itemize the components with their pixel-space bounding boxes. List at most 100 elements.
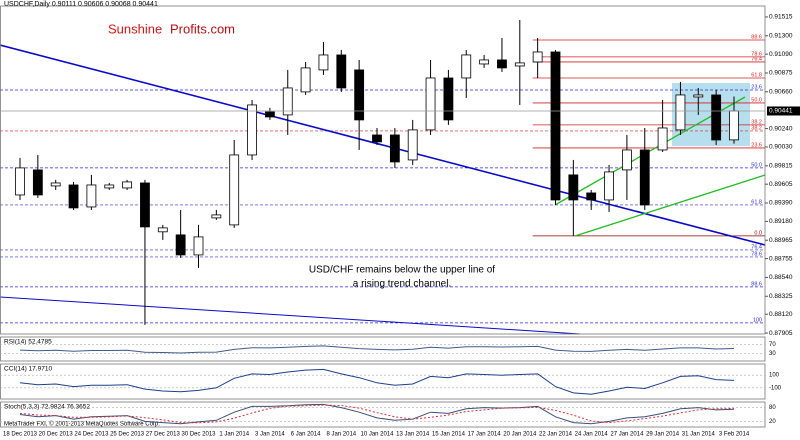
x-tick-label: 24 Jan 2014 [575,432,609,438]
candle-body [407,129,418,161]
x-tick-label: 6 Jan 2014 [291,432,321,438]
candle-body [175,234,186,256]
y-tick-label: 0.89605 [769,181,793,188]
y-tick-label: 0.89390 [769,200,793,207]
level-label: 38.2 [751,119,762,125]
indicator-line [19,404,735,424]
trend-line [0,296,581,335]
x-tick-label: 20 Jan 2014 [503,432,537,438]
level-label: 88.6 [751,281,762,287]
x-tick-label: 25 Dec 2013 [110,432,145,438]
y-tick-label: 0.90875 [769,70,793,77]
candle-body [461,54,472,79]
level-label: 23.6 [751,84,762,90]
channel-line [574,174,766,237]
price-pane [0,5,766,335]
x-tick-label: 17 Jan 2014 [468,432,502,438]
y-tick-label: 0.90240 [769,125,793,132]
y-tick-label: 0.91515 [769,14,793,21]
candle-body [693,94,704,98]
x-tick-label: 31 Jan 2014 [682,432,716,438]
x-tick-label: 3 Feb 2014 [719,432,750,438]
x-tick-label: 29 Jan 2014 [646,432,680,438]
candle-body [282,87,293,116]
x-tick-label: 22 Jan 2014 [539,432,573,438]
y-tick-label: 80 [769,405,776,411]
x-tick-label: 24 Dec 2013 [74,432,109,438]
indicator-line [19,403,735,425]
candle-body [122,181,132,189]
candle-body [229,154,240,226]
level-label: 76.4 [751,56,762,62]
level-label: 50.0 [751,97,762,103]
y-tick-label: 0.88755 [769,255,793,262]
y-tick-label: 30 [769,351,776,357]
x-tick-label: 18 Dec 2013 [3,432,38,438]
y-tick-label: 100 [769,373,780,379]
candle-body [443,77,454,121]
candle-body [140,182,150,228]
level-label: 78.6 [751,51,762,57]
candle-body [586,192,597,201]
x-tick-label: 27 Jan 2014 [610,432,644,438]
candle-body [729,110,739,141]
candle-body [15,167,25,196]
x-tick-label: 10 Jan 2014 [360,432,394,438]
x-tick-label: 20 Dec 2013 [39,432,74,438]
candle-body [711,94,722,141]
candle-body [86,184,97,208]
y-tick-label: -100 [769,385,782,391]
candle-body [639,149,650,206]
candle-body [497,59,507,69]
level-label: 23.6 [751,142,762,148]
candle-body [604,171,614,201]
indicator-title: RSI(14) 52.4785 [4,339,52,346]
level-label: 100 [753,317,762,323]
indicator-title: CCI(14) 17.9710 [4,366,52,373]
x-tick-label: 30 Dec 2013 [181,432,216,438]
y-tick-label: 70 [769,342,776,348]
candle-body [300,67,311,93]
candle-body [479,59,490,65]
candle-body [354,69,365,121]
level-label: 88.6 [751,34,762,40]
level-label: 76.4 [751,244,762,250]
candle-body [389,134,400,163]
candle-body [104,184,115,189]
candle-body [211,214,222,219]
y-tick-label: 20 [769,419,776,425]
header: USDCHF,Daily 0.90111 0.90606 0.90068 0.9… [4,1,158,8]
stoch-pane [0,401,766,428]
candle-body [318,54,329,71]
level-label: 78.6 [751,251,762,257]
x-tick-label: 8 Jan 2014 [326,432,356,438]
last-price-label: 0.90441 [769,108,793,115]
x-tick-label: 1 Jan 2014 [219,432,249,438]
y-tick-label: 0.88965 [769,237,793,244]
candle-body [532,51,543,63]
candle-body [157,227,168,233]
level-label: 38.2 [751,125,762,131]
candle-body [657,127,668,151]
level-label: 50.0 [751,162,762,168]
indicator-title: Stoch(5,3,3) 72.9824 76.3652 [4,404,90,411]
candles [15,19,739,325]
y-tick-label: 0.91300 [769,32,793,39]
y-tick-label: 0.91090 [769,51,793,58]
y-tick-label: 0.88120 [769,311,793,318]
trend-line [0,44,766,246]
y-tick-label: 0.90030 [769,144,793,151]
candle-body [675,94,686,131]
level-label: 61.8 [751,72,762,78]
footer: MetaTrader FXI, © 2001-2013 MetaQuotes S… [4,421,160,428]
candle-body [514,62,525,67]
x-tick-label: 3 Jan 2014 [255,432,285,438]
x-tick-label: 13 Jan 2014 [396,432,430,438]
annotation: USD/CHF remains below the upper line of [309,265,495,276]
logo: Sunshine [108,21,162,36]
candle-body [193,236,204,256]
y-tick-label: 0.90660 [769,89,793,96]
last-price-box [767,106,800,116]
